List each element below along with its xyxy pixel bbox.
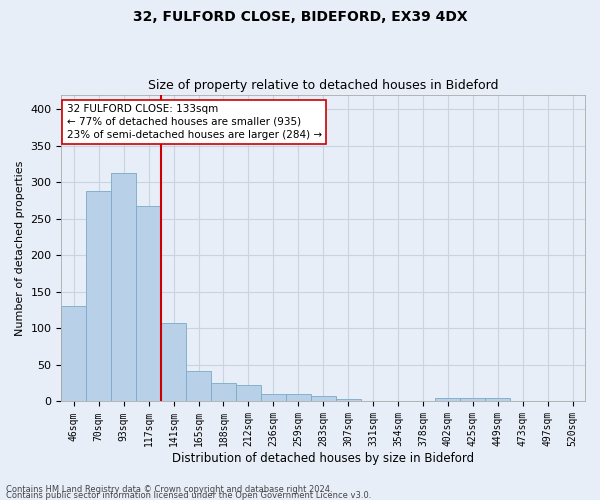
X-axis label: Distribution of detached houses by size in Bideford: Distribution of detached houses by size … xyxy=(172,452,474,465)
Bar xyxy=(211,383,236,402)
Bar xyxy=(86,191,111,402)
Bar xyxy=(286,394,311,402)
Bar xyxy=(186,371,211,402)
Text: 32, FULFORD CLOSE, BIDEFORD, EX39 4DX: 32, FULFORD CLOSE, BIDEFORD, EX39 4DX xyxy=(133,10,467,24)
Bar xyxy=(111,172,136,402)
Bar xyxy=(485,398,510,402)
Bar xyxy=(261,394,286,402)
Bar xyxy=(236,386,261,402)
Y-axis label: Number of detached properties: Number of detached properties xyxy=(15,160,25,336)
Bar xyxy=(136,206,161,402)
Title: Size of property relative to detached houses in Bideford: Size of property relative to detached ho… xyxy=(148,79,499,92)
Bar xyxy=(61,306,86,402)
Text: Contains public sector information licensed under the Open Government Licence v3: Contains public sector information licen… xyxy=(6,490,371,500)
Bar xyxy=(335,398,361,402)
Bar xyxy=(161,322,186,402)
Bar xyxy=(460,398,485,402)
Text: 32 FULFORD CLOSE: 133sqm
← 77% of detached houses are smaller (935)
23% of semi-: 32 FULFORD CLOSE: 133sqm ← 77% of detach… xyxy=(67,104,322,140)
Bar xyxy=(436,398,460,402)
Text: Contains HM Land Registry data © Crown copyright and database right 2024.: Contains HM Land Registry data © Crown c… xyxy=(6,484,332,494)
Bar xyxy=(311,396,335,402)
